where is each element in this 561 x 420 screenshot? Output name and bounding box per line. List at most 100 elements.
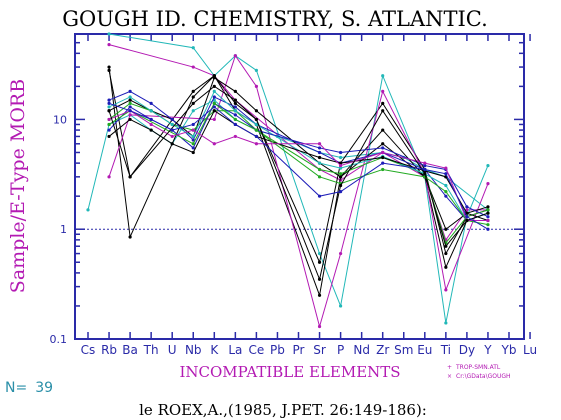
series-point (254, 128, 258, 132)
series-point (128, 109, 132, 113)
series-point (339, 150, 343, 155)
sample-count: N= 39 (5, 380, 53, 396)
legend: + TROP-SMN.ATL× Cr:\GData\GOUGH (447, 364, 511, 380)
y-tick-label: 0.1 (50, 333, 68, 346)
series-point (444, 251, 448, 256)
series-point (317, 167, 322, 172)
x-tick-label: Nd (353, 343, 370, 357)
series-point (444, 321, 448, 325)
series-point (107, 122, 111, 127)
series-point (317, 324, 322, 329)
series-point (486, 215, 490, 219)
x-tick-label: K (210, 343, 219, 357)
series (107, 68, 490, 264)
series-point (212, 117, 216, 122)
series-point (317, 251, 322, 256)
series-point (486, 208, 490, 212)
series-point (486, 163, 490, 168)
series-point (149, 109, 153, 113)
series-point (339, 190, 343, 194)
series-point (339, 155, 343, 160)
x-tick-label: Th (143, 343, 159, 357)
series-point (423, 161, 427, 165)
series-point (423, 167, 427, 172)
series-point (191, 89, 195, 94)
series (107, 109, 490, 223)
x-tick-label: La (228, 343, 242, 357)
series-line (108, 33, 489, 324)
series-point (191, 95, 195, 99)
series-point (233, 134, 237, 139)
series-point (128, 113, 132, 117)
series-point (191, 46, 195, 50)
series-point (423, 163, 427, 168)
series-point (191, 150, 195, 155)
series-point (254, 68, 258, 72)
series-point (444, 288, 448, 292)
x-tick-label: Pr (293, 343, 305, 357)
series-point (233, 89, 237, 94)
x-tick-label: Yb (501, 343, 517, 357)
series-point (170, 134, 174, 139)
series-point (149, 122, 153, 127)
series-point (212, 95, 216, 99)
series-point (339, 161, 343, 165)
legend-label: TROP-SMN.ATL (455, 364, 501, 371)
series-point (317, 150, 322, 155)
legend-symbol: × (447, 373, 452, 380)
series-point (444, 166, 448, 170)
series-point (212, 109, 216, 113)
series-point (317, 155, 322, 160)
series-point (317, 293, 322, 297)
series-point (339, 183, 343, 188)
series-point (465, 215, 469, 219)
series-point (191, 101, 195, 105)
series-point (486, 218, 490, 223)
series-point (128, 117, 132, 122)
series-point (444, 183, 448, 188)
series-point (486, 223, 490, 227)
series-point (317, 146, 322, 150)
series-point (444, 172, 448, 176)
x-tick-label: Pb (270, 343, 285, 357)
series-point (149, 128, 153, 132)
series-point (339, 251, 343, 256)
series-point (212, 105, 216, 109)
x-tick-label: Ba (122, 343, 138, 357)
series-point (191, 142, 195, 146)
series-point (191, 65, 195, 69)
x-tick-label: Dy (459, 343, 475, 357)
series-point (107, 175, 111, 179)
series-point (317, 260, 322, 264)
x-tick-label: Zr (376, 343, 389, 357)
series-point (381, 155, 385, 160)
legend-label: Cr:\GData\GOUGH (456, 373, 511, 380)
series-point (317, 175, 322, 179)
series-point (381, 167, 385, 172)
series-point (107, 134, 111, 139)
x-tick-label: Nb (185, 343, 202, 357)
plot-frame (74, 33, 525, 340)
series-point (317, 194, 322, 198)
series-point (317, 142, 322, 146)
series-point (107, 109, 111, 113)
series-point (191, 122, 195, 127)
series (107, 65, 490, 298)
series-point (381, 101, 385, 105)
series-point (486, 227, 490, 231)
series-point (486, 211, 490, 215)
y-tick-label: 10 (53, 113, 67, 126)
series-point (254, 117, 258, 122)
series-point (212, 84, 216, 88)
series-point (212, 76, 216, 80)
series-point (128, 89, 132, 94)
series-point (381, 128, 385, 132)
series-point (339, 304, 343, 308)
series-point (233, 101, 237, 105)
series-point (170, 128, 174, 132)
series-point (212, 89, 216, 94)
series-point (339, 172, 343, 176)
series-point (381, 89, 385, 94)
series-point (212, 142, 216, 146)
series-point (444, 194, 448, 198)
